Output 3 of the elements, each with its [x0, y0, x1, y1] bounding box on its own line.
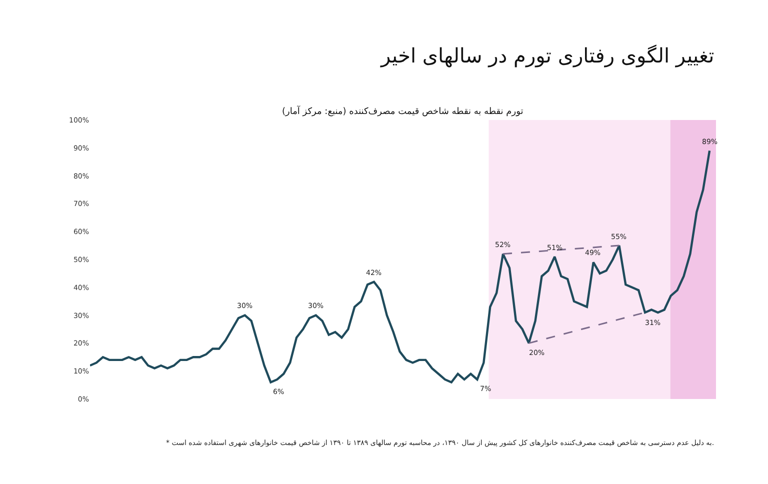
line-series: [90, 150, 711, 384]
chart-title: تغییر الگوی رفتاری تورم در سالهای اخیر: [380, 43, 714, 68]
chart-subtitle: تورم نقطه به نقطه شاخص قیمت مصرف‌کننده (منبع: مرکز آمار): [282, 105, 524, 117]
